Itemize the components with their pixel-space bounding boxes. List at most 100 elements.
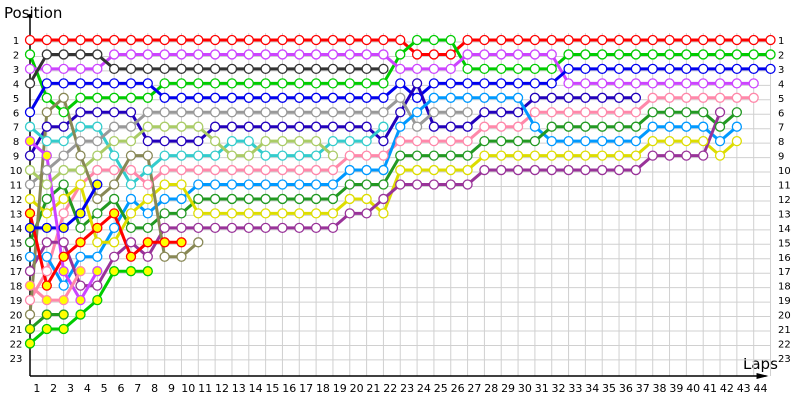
series-point: [92, 208, 103, 219]
series-point: [58, 150, 69, 161]
series-point: [344, 92, 355, 103]
series-point: [378, 150, 389, 161]
series-point: [378, 34, 389, 46]
series-point: [411, 179, 423, 190]
series-point: [698, 49, 709, 60]
series-point: [714, 49, 726, 60]
series-point: [597, 63, 608, 75]
series-point: [748, 92, 759, 103]
series-point: [92, 135, 103, 147]
series-point: [159, 179, 170, 190]
x-tick-label: 38: [653, 382, 667, 395]
x-tick-label: 27: [467, 382, 481, 395]
x-tick-label: 20: [350, 382, 364, 395]
series-point: [563, 34, 574, 46]
series-point: [731, 121, 743, 132]
series-point: [580, 121, 591, 132]
series-point: [159, 193, 170, 205]
series-point: [529, 107, 541, 118]
series-point: [277, 135, 288, 147]
series-point: [243, 135, 254, 147]
series-point: [125, 150, 137, 161]
series-point: [226, 92, 238, 103]
series-point: [361, 78, 372, 89]
series-point: [58, 49, 69, 60]
series-point: [378, 121, 389, 132]
series-point: [294, 222, 305, 234]
series-point: [92, 49, 103, 60]
series-point: [75, 222, 86, 234]
series-point: [411, 92, 423, 103]
series-point: [260, 49, 271, 60]
series-point: [613, 49, 625, 60]
series-point: [681, 92, 692, 103]
series-point: [24, 78, 36, 89]
series-point: [92, 251, 103, 262]
series-point: [41, 251, 52, 262]
series-point: [125, 34, 137, 46]
series-point: [24, 280, 36, 291]
series-point: [142, 121, 153, 132]
series-point: [462, 34, 473, 46]
series-point: [310, 179, 322, 190]
y-tick-label-right: 17: [778, 267, 791, 278]
series-point: [226, 150, 238, 161]
series-point: [563, 78, 574, 89]
series-point: [176, 135, 187, 147]
series-point: [142, 92, 153, 103]
series-point: [597, 92, 608, 103]
series-point: [193, 121, 204, 132]
series-point: [58, 208, 69, 219]
series-point: [361, 135, 372, 147]
x-tick-label: 43: [737, 382, 751, 395]
series-point: [462, 179, 473, 190]
x-tick-label: 12: [215, 382, 229, 395]
series-point: [630, 107, 642, 118]
series-point: [310, 193, 322, 205]
series-point: [226, 107, 238, 118]
series-point: [613, 150, 625, 161]
series-point: [41, 150, 52, 161]
series-point: [294, 164, 305, 176]
series-point: [714, 150, 726, 161]
series-point: [681, 121, 692, 132]
series-point: [428, 92, 440, 103]
series-point: [361, 121, 372, 132]
series-point: [613, 78, 625, 89]
series-point: [563, 164, 574, 176]
series-point: [294, 63, 305, 75]
series-point: [597, 164, 608, 176]
series-point: [41, 237, 52, 248]
series-point: [681, 78, 692, 89]
series-point: [327, 179, 339, 190]
series-point: [294, 208, 305, 219]
series-point: [75, 208, 86, 219]
series-point: [765, 63, 776, 75]
y-tick-label-right: 12: [778, 195, 791, 206]
series-point: [698, 107, 709, 118]
series-point: [310, 150, 322, 161]
series-point: [613, 135, 625, 147]
series-point: [243, 179, 254, 190]
y-tick-label-right: 23: [778, 354, 791, 365]
series-point: [546, 135, 557, 147]
series-point: [294, 179, 305, 190]
series-point: [260, 150, 271, 161]
series-point: [411, 34, 423, 46]
series-point: [109, 135, 120, 147]
series-point: [327, 135, 339, 147]
series-point: [41, 135, 52, 147]
series-point: [243, 164, 254, 176]
x-tick-label: 23: [400, 382, 414, 395]
series-point: [512, 92, 524, 103]
series-point: [698, 63, 709, 75]
series-point: [344, 34, 355, 46]
series-point: [479, 78, 490, 89]
series-point: [109, 121, 120, 132]
series-point: [193, 92, 204, 103]
series-point: [428, 135, 440, 147]
series-point: [125, 208, 137, 219]
series-point: [58, 92, 69, 103]
series-point: [243, 193, 254, 205]
series-point: [546, 150, 557, 161]
